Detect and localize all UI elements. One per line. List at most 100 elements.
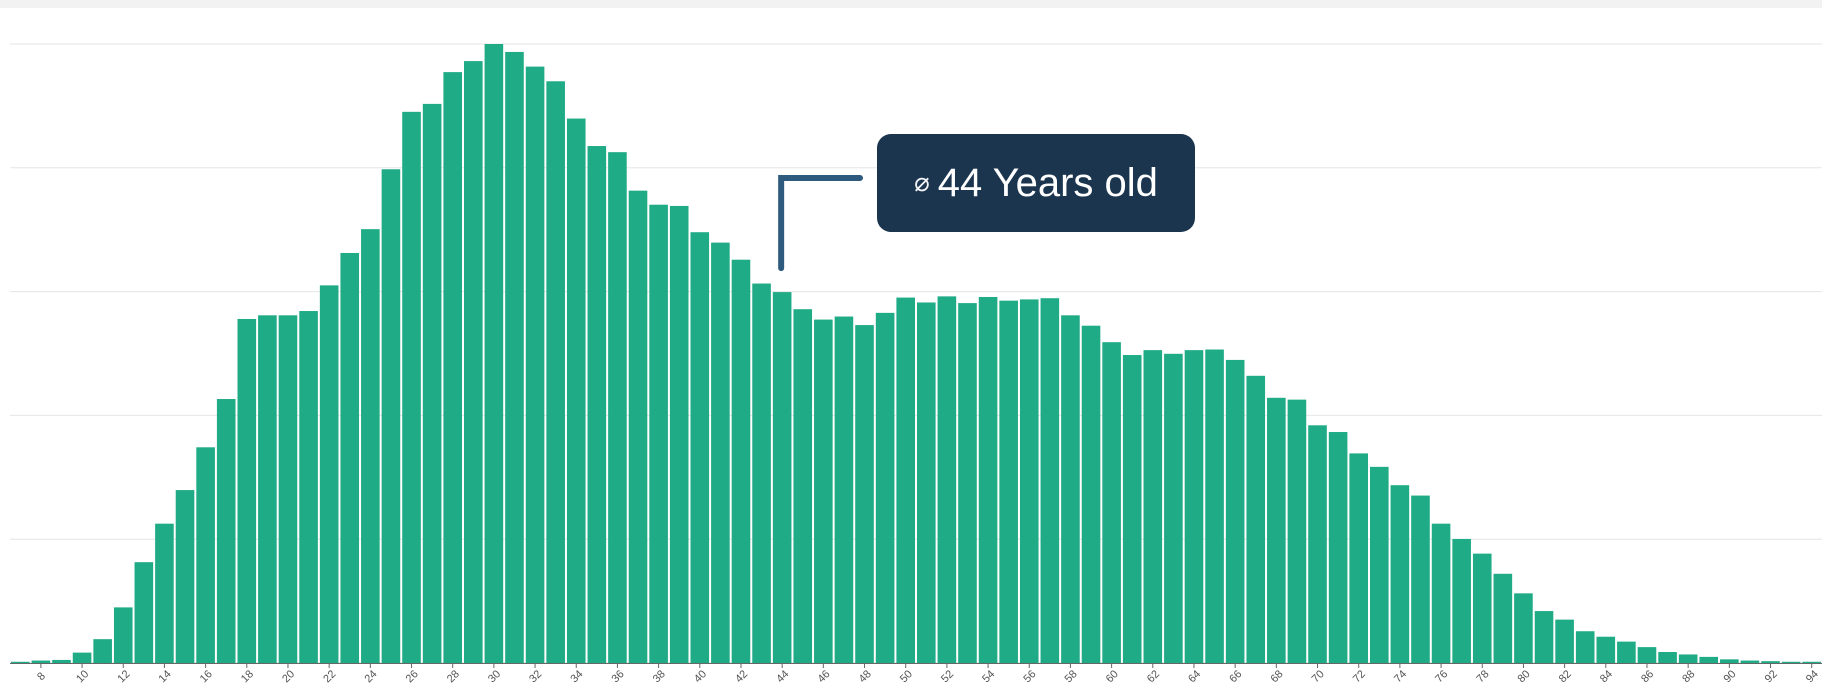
x-tick-label: 20 [280,668,297,685]
x-tick-label: 46 [815,668,832,685]
bar-age-42 [731,259,751,663]
x-tick-label: 48 [857,668,874,685]
bar-age-75 [1411,495,1430,663]
bar-age-56 [1019,299,1039,663]
x-tick-label: 50 [898,668,915,685]
bar-age-50 [896,297,915,663]
bar-age-29 [464,61,483,664]
callout-leader-line [778,175,863,272]
bar-age-32 [525,66,545,664]
bar-age-67 [1246,375,1266,663]
bar-age-7 [11,661,30,663]
x-tick-label: 12 [115,668,132,685]
bar-age-51 [917,302,936,663]
bar-age-69 [1287,399,1307,663]
bar-age-79 [1493,573,1513,663]
bar-age-44 [772,292,792,663]
bar-age-31 [505,51,524,664]
x-tick-label: 10 [74,668,91,685]
x-tick-label: 90 [1721,668,1738,685]
bar-age-59 [1081,325,1101,663]
bar-age-61 [1122,355,1142,663]
mean-age-label: 44 Years old [937,161,1158,205]
bar-age-77 [1452,538,1471,663]
bar-age-65 [1205,349,1224,663]
x-tick-label: 60 [1104,668,1121,685]
bar-age-58 [1061,315,1080,663]
bar-age-35 [587,146,607,664]
x-tick-label: 82 [1557,668,1574,685]
x-tick-label: 30 [486,668,503,685]
bar-age-55 [999,300,1018,663]
x-tick-label: 42 [733,668,750,685]
x-tick-label: 16 [198,668,215,685]
x-tick-label: 22 [321,668,338,685]
bar-age-78 [1472,553,1492,663]
chart-area: 8 10 12 14 16 18 20 22 24 26 28 30 32 34 36 38 40 42 44 46 4… [0,8,1822,693]
bar-age-8 [31,660,51,663]
bar-age-34 [566,118,586,663]
bar-age-25 [381,169,401,663]
bar-age-57 [1040,298,1060,663]
bar-age-86 [1637,647,1657,663]
x-tick-label: 18 [239,668,256,685]
bar-age-82 [1555,619,1574,663]
bar-age-93 [1781,661,1801,663]
bar-age-23 [340,252,360,663]
bar-age-47 [834,316,854,663]
bar-age-71 [1328,432,1348,663]
x-tick-label: 64 [1186,668,1203,685]
mean-age-callout: ⌀ 44 Years old [877,134,1195,232]
bar-age-37 [628,190,648,663]
x-tick-label: 28 [445,668,462,685]
x-tick-label: 32 [527,668,544,685]
bar-age-17 [216,399,236,663]
bar-age-63 [1164,353,1183,663]
x-tick-label: 66 [1227,668,1244,685]
bar-age-94 [1802,661,1821,663]
x-tick-label: 34 [568,668,585,685]
bar-age-10 [72,652,92,663]
bar-age-20 [278,315,298,663]
age-distribution-chart: 8 10 12 14 16 18 20 22 24 26 28 30 32 34 36 38 40 42 44 46 4… [10,43,1822,685]
x-tick-label: 8 [35,670,48,683]
bar-age-81 [1534,611,1554,663]
bar-age-18 [237,318,257,663]
x-tick-label: 80 [1516,668,1533,685]
bar-age-84 [1596,636,1616,663]
bar-age-13 [134,562,154,663]
bar-age-88 [1678,654,1698,663]
bar-age-11 [93,639,112,663]
x-tick-label: 52 [939,668,956,685]
x-tick-label: 38 [651,668,668,685]
bar-age-60 [1102,342,1121,663]
x-tick-label: 92 [1763,668,1780,685]
bar-age-48 [855,325,874,663]
bar-age-41 [711,242,730,663]
bar-age-27 [422,103,442,663]
bar-age-73 [1370,466,1389,663]
bar-age-46 [814,319,833,663]
bar-age-70 [1308,425,1327,663]
bar-age-66 [1225,359,1245,663]
bar-age-64 [1184,350,1204,663]
bar-age-62 [1143,350,1163,663]
x-tick-label: 36 [610,668,627,685]
diameter-icon: ⌀ [914,167,930,197]
bar-age-28 [443,72,462,664]
x-tick-label: 26 [404,668,421,685]
bar-age-87 [1658,652,1677,663]
bar-age-54 [978,296,998,663]
bar-age-9 [52,659,71,663]
x-tick-label: 44 [774,668,791,685]
x-tick-label: 62 [1145,668,1162,685]
bar-age-89 [1699,656,1719,663]
x-tick-label: 88 [1680,668,1697,685]
x-tick-label: 74 [1392,668,1409,685]
x-tick-label: 40 [692,668,709,685]
bar-age-15 [175,490,195,663]
bar-age-85 [1617,641,1636,663]
bar-age-80 [1514,593,1533,663]
bar-age-74 [1390,485,1410,663]
x-tick-label: 72 [1351,668,1368,685]
